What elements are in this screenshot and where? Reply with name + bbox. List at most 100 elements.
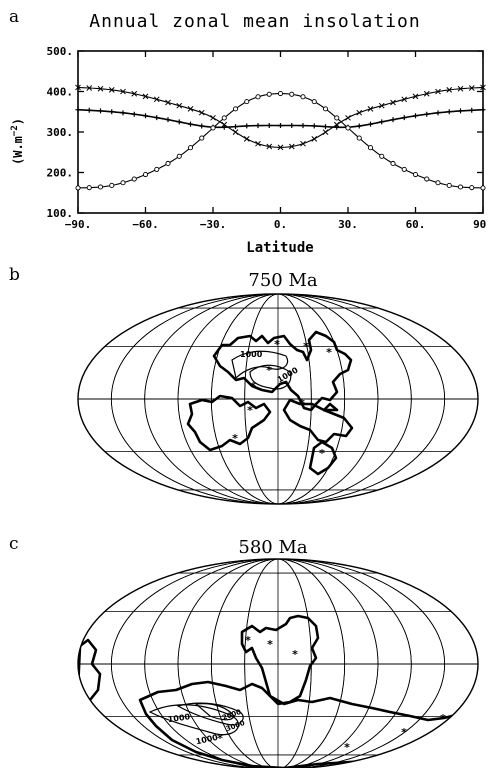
data-point xyxy=(277,144,284,151)
series-markers xyxy=(75,84,486,191)
data-point xyxy=(210,114,216,121)
data-point xyxy=(131,90,138,97)
site-marker: * xyxy=(250,380,256,393)
data-point xyxy=(424,176,430,182)
data-point xyxy=(266,143,273,150)
site-marker: * xyxy=(232,432,238,445)
data-point xyxy=(289,91,295,97)
data-point xyxy=(97,85,104,92)
data-point xyxy=(379,119,385,125)
site-marker: * xyxy=(440,712,446,725)
data-point xyxy=(334,115,340,121)
data-point xyxy=(469,185,475,191)
site-marker: * xyxy=(266,364,272,377)
data-point xyxy=(367,145,374,151)
data-point xyxy=(356,109,363,116)
map-graticule xyxy=(78,294,478,504)
data-point xyxy=(187,145,194,151)
data-point xyxy=(221,124,227,130)
ice-contours xyxy=(231,350,292,390)
data-point xyxy=(435,110,441,116)
data-point xyxy=(154,115,160,121)
y-tick-label: 500. xyxy=(47,45,74,58)
continent-islet xyxy=(322,402,339,412)
site-marker: * xyxy=(217,732,223,745)
x-axis: −90. −60. −30. 0. 30. 60. 90. xyxy=(65,51,488,231)
y-tick-label: 300. xyxy=(47,126,74,139)
y-axis-label: (W.m−2) xyxy=(10,118,25,165)
data-point xyxy=(153,96,160,103)
data-point xyxy=(311,99,317,105)
continent-south xyxy=(138,680,464,768)
data-point xyxy=(120,110,126,116)
data-point xyxy=(469,107,475,113)
site-marker: * xyxy=(303,340,309,353)
data-point xyxy=(233,124,238,130)
data-point xyxy=(266,123,272,129)
data-point xyxy=(300,94,306,100)
data-point xyxy=(120,180,126,186)
panel-b-title: 750 Ma xyxy=(248,270,318,291)
data-point xyxy=(457,184,464,190)
data-point xyxy=(288,143,295,150)
data-point xyxy=(390,117,396,123)
data-point xyxy=(379,153,385,159)
data-point xyxy=(356,135,362,141)
x-tick-label: 0. xyxy=(274,218,287,231)
site-markers: * * * * * * * xyxy=(217,634,446,754)
site-marker: * xyxy=(401,726,407,739)
x-tick-label: −30. xyxy=(200,218,227,231)
map-580ma: 1000 1000 2000 3000 * * * * * * * xyxy=(77,558,479,768)
series-lines xyxy=(77,86,484,189)
data-point xyxy=(446,182,452,189)
chart-title: Annual zonal mean insolation xyxy=(89,11,420,32)
data-point xyxy=(323,124,328,130)
y-axis: 100. 200. 300. 400. 500. xyxy=(47,45,483,220)
continent-southeast xyxy=(308,440,338,476)
data-point xyxy=(390,160,396,167)
site-marker: * xyxy=(299,397,305,410)
continent-north xyxy=(212,330,353,412)
data-point xyxy=(187,106,194,112)
data-point xyxy=(255,140,261,147)
map-outline xyxy=(77,293,479,505)
data-point xyxy=(255,123,261,129)
data-point xyxy=(322,129,329,136)
data-point xyxy=(120,88,126,95)
site-marker: * xyxy=(344,741,350,754)
plot-frame xyxy=(77,50,484,214)
series-line xyxy=(77,86,484,148)
data-point xyxy=(131,176,137,182)
data-point xyxy=(278,123,283,129)
data-point xyxy=(131,111,137,117)
data-point xyxy=(413,113,418,119)
data-point xyxy=(300,140,306,147)
data-point xyxy=(154,166,160,172)
x-tick-label: −90. xyxy=(65,218,92,231)
continent-east xyxy=(282,398,354,444)
data-point xyxy=(480,107,486,113)
contour-label: 1000 xyxy=(276,365,300,384)
data-point xyxy=(165,160,171,167)
panel-a-letter: a xyxy=(9,7,19,27)
data-point xyxy=(345,114,351,121)
series-line xyxy=(77,92,484,189)
panel-b-letter: b xyxy=(9,265,20,285)
y-tick-label: 400. xyxy=(47,86,74,99)
data-point xyxy=(176,102,183,109)
data-point xyxy=(108,87,115,93)
data-point xyxy=(98,108,103,114)
data-point xyxy=(356,123,362,129)
data-point xyxy=(435,180,441,186)
data-point xyxy=(424,111,430,117)
data-point xyxy=(86,107,92,113)
data-point xyxy=(480,84,486,91)
map-750ma: 1000 1000 * * * * * * * * * xyxy=(77,293,479,505)
continent-west xyxy=(78,638,102,706)
y-tick-label: 100. xyxy=(47,207,74,220)
data-point xyxy=(390,99,396,106)
data-point xyxy=(109,109,115,115)
data-point xyxy=(446,109,452,115)
site-marker: * xyxy=(245,634,251,647)
